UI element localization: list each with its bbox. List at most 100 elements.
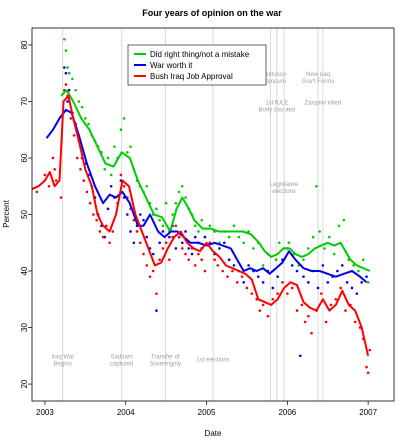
red-point-18 <box>95 218 98 222</box>
blue-point-75 <box>345 281 349 284</box>
red-point-59 <box>240 275 244 278</box>
red-point-42 <box>174 224 178 228</box>
blue-point-56 <box>256 275 260 278</box>
blue-point-65 <box>298 354 302 358</box>
green-point-60 <box>274 258 278 262</box>
blue-point-26 <box>142 218 145 222</box>
blue-point-27 <box>145 235 149 239</box>
red-point-84 <box>353 320 357 324</box>
green-point-30 <box>155 207 158 211</box>
x-tick-label-3: 2006 <box>278 408 296 417</box>
green-point-68 <box>311 235 315 239</box>
red-point-66 <box>271 297 275 301</box>
blue-point-51 <box>232 264 236 267</box>
green-point-69 <box>315 184 318 188</box>
red-point-6 <box>59 196 63 199</box>
blue-point-60 <box>276 275 279 278</box>
event-label-1-0: Saddam <box>111 355 133 361</box>
red-point-51 <box>203 269 207 273</box>
blue-point-32 <box>161 230 165 233</box>
event-label-5-1: Body counted <box>258 107 295 113</box>
blue-point-77 <box>355 292 359 295</box>
x-tick-label-2: 2005 <box>198 408 216 417</box>
red-point-25 <box>119 173 123 177</box>
green-point-54 <box>247 230 250 233</box>
blue-point-73 <box>336 269 339 273</box>
green-point-67 <box>307 247 310 250</box>
green-point-2 <box>66 66 69 69</box>
blue-point-0 <box>63 66 66 69</box>
red-point-3 <box>51 156 55 160</box>
red-point-61 <box>250 292 254 295</box>
green-point-43 <box>197 230 200 233</box>
legend-label-green: Did right thing/not a mistake <box>150 50 250 59</box>
red-point-64 <box>261 303 265 307</box>
blue-point-40 <box>187 247 191 250</box>
green-trend-line <box>60 89 371 272</box>
event-label-3-0: 1st elections <box>196 357 229 363</box>
blue-point-39 <box>184 230 187 233</box>
blue-point-64 <box>295 269 299 273</box>
red-point-82 <box>344 309 347 312</box>
red-point-78 <box>324 320 328 324</box>
y-tick-label-3: 50 <box>20 210 29 219</box>
red-point-20 <box>101 235 105 239</box>
x-tick-label-1: 2004 <box>117 408 135 417</box>
red-point-56 <box>226 275 229 278</box>
green-point-21 <box>126 151 129 154</box>
red-point-35 <box>151 269 155 273</box>
event-label-6-0: Legislative <box>270 182 299 188</box>
red-point-74 <box>307 314 310 318</box>
x-axis-title: Date <box>205 429 222 438</box>
blue-point-53 <box>242 281 246 284</box>
blue-point-21 <box>126 213 129 216</box>
green-point-4 <box>71 77 74 81</box>
green-point-75 <box>342 218 346 222</box>
event-label-2-1: Sovereignty <box>149 362 181 368</box>
green-point-78 <box>357 269 360 273</box>
red-point-77 <box>319 292 323 295</box>
green-point-70 <box>318 230 321 233</box>
green-point-44 <box>200 218 203 222</box>
red-point-48 <box>193 264 197 267</box>
red-point-89 <box>368 348 372 352</box>
blue-point-2 <box>66 100 69 103</box>
green-point-80 <box>366 281 370 284</box>
red-point-30 <box>135 230 139 233</box>
green-point-46 <box>208 224 212 228</box>
red-point-1 <box>43 173 47 177</box>
red-point-8 <box>64 83 68 86</box>
axes-layer: 20 30 40 50 60 70 80 2003 2004 2005 2006 2007 <box>20 27 395 417</box>
red-point-29 <box>132 218 136 222</box>
blue-point-42 <box>193 235 197 239</box>
y-tick-label-2: 40 <box>20 266 29 275</box>
red-point-36 <box>155 292 158 295</box>
y-tick-label-5: 70 <box>20 96 29 105</box>
red-point-55 <box>221 269 224 273</box>
green-point-27 <box>145 184 149 188</box>
red-point-71 <box>295 309 299 312</box>
red-point-4 <box>53 167 56 171</box>
blue-point-16 <box>109 184 113 188</box>
legend-label-blue: War worth it <box>150 61 193 70</box>
red-trend-line <box>31 94 370 357</box>
green-point-61 <box>277 241 281 245</box>
green-point-0 <box>63 38 66 41</box>
red-point-39 <box>164 241 168 245</box>
blue-point-70 <box>321 264 325 267</box>
red-point-57 <box>231 269 234 273</box>
red-point-11 <box>72 134 76 137</box>
blue-point-66 <box>302 275 305 278</box>
red-point-79 <box>329 303 333 307</box>
red-point-17 <box>92 213 95 216</box>
blue-point-36 <box>174 247 178 250</box>
event-label-7-0: New Iraq <box>306 72 330 78</box>
red-point-23 <box>111 230 115 233</box>
blue-point-48 <box>218 247 221 250</box>
y-tick-label-6: 80 <box>20 40 29 49</box>
red-point-68 <box>281 281 284 284</box>
red-point-38 <box>161 247 165 250</box>
green-point-7 <box>80 105 84 109</box>
